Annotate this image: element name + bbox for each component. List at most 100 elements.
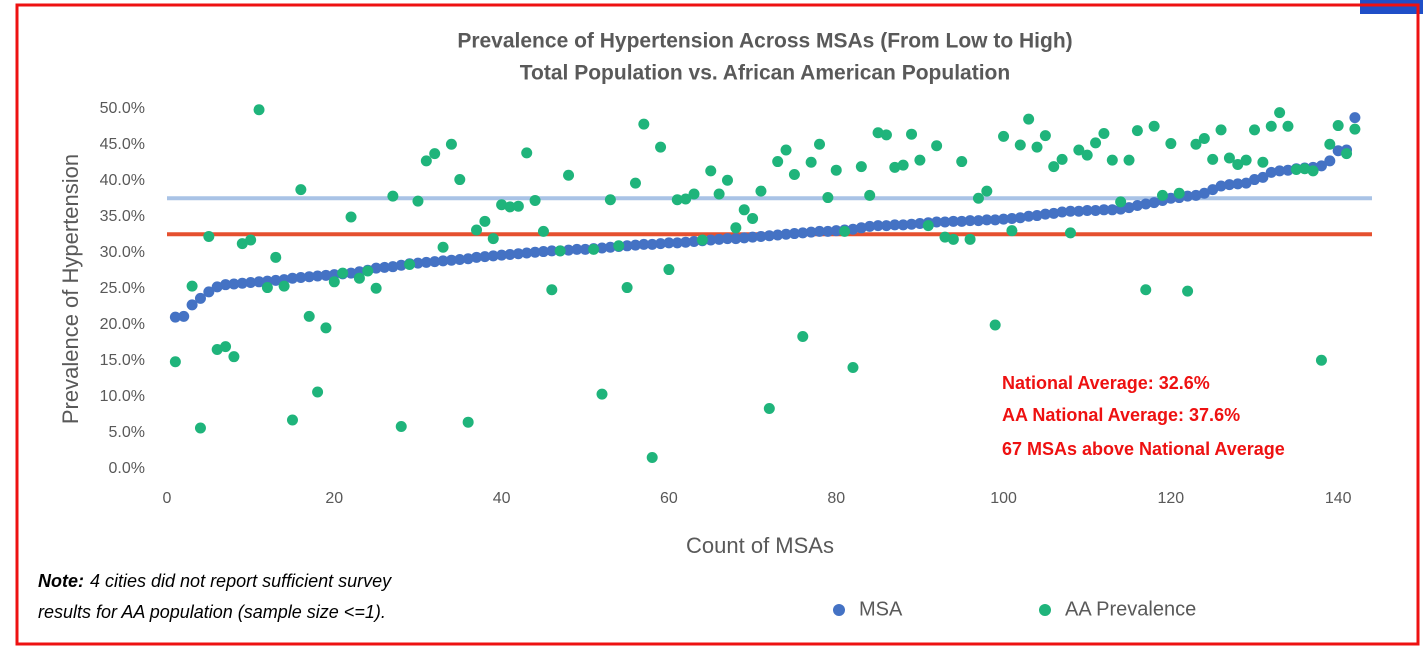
point: [1064, 205, 1076, 217]
point: [429, 148, 441, 160]
chart-title: Prevalence of Hypertension Across MSAs (…: [457, 30, 1072, 53]
point: [981, 185, 993, 197]
point: [245, 234, 257, 246]
point: [353, 272, 365, 284]
point: [964, 233, 976, 245]
point: [1215, 180, 1227, 192]
point: [788, 169, 800, 181]
point: [253, 276, 265, 288]
point: [537, 246, 549, 258]
point: [1090, 205, 1102, 217]
point: [629, 177, 641, 189]
point: [437, 241, 449, 253]
point: [236, 277, 248, 289]
point: [1006, 225, 1018, 237]
point: [914, 154, 926, 166]
point: [479, 251, 491, 263]
point: [922, 220, 934, 232]
point: [420, 256, 432, 268]
y-tick-label: 50.0%: [100, 100, 145, 117]
point: [169, 311, 181, 323]
point: [889, 161, 901, 173]
point: [588, 243, 600, 255]
point: [1282, 164, 1294, 176]
point: [897, 159, 909, 171]
point: [663, 264, 675, 276]
point: [696, 234, 708, 246]
point: [998, 213, 1010, 225]
x-tick-label: 140: [1325, 490, 1352, 507]
point: [772, 229, 784, 241]
point: [521, 247, 533, 259]
point: [1315, 160, 1327, 172]
point: [404, 259, 416, 271]
point: [671, 194, 683, 206]
point: [537, 225, 549, 237]
point: [772, 156, 784, 168]
point: [1332, 120, 1344, 132]
point: [998, 130, 1010, 142]
point: [931, 216, 943, 228]
point: [604, 241, 616, 253]
point: [529, 246, 541, 258]
point: [688, 188, 700, 200]
point: [847, 361, 859, 373]
point: [1048, 161, 1060, 173]
point: [638, 238, 650, 250]
point: [345, 211, 357, 223]
point: [864, 220, 876, 232]
point: [471, 251, 483, 263]
point: [864, 189, 876, 201]
point: [1257, 156, 1269, 168]
point: [261, 282, 273, 294]
point: [1131, 125, 1143, 137]
point: [1315, 354, 1327, 366]
point: [412, 195, 424, 207]
point: [847, 223, 859, 235]
point: [211, 281, 223, 293]
point: [705, 165, 717, 177]
point: [1014, 212, 1026, 224]
point: [747, 231, 759, 243]
point: [245, 277, 257, 289]
point: [839, 225, 851, 237]
point: [571, 243, 583, 255]
point: [1039, 208, 1051, 220]
point: [655, 238, 667, 250]
point: [454, 174, 466, 186]
point: [947, 215, 959, 227]
point: [1023, 113, 1035, 125]
y-tick-label: 20.0%: [100, 316, 145, 333]
point: [730, 222, 742, 234]
point: [621, 240, 633, 252]
point: [830, 164, 842, 176]
point: [178, 310, 190, 322]
point: [797, 227, 809, 239]
point: [563, 169, 575, 181]
point: [1215, 124, 1227, 136]
point: [1349, 112, 1361, 124]
point: [688, 235, 700, 247]
point: [880, 129, 892, 141]
point: [286, 272, 298, 284]
point: [496, 199, 508, 211]
point: [496, 249, 508, 261]
point: [822, 192, 834, 204]
point: [1173, 187, 1185, 199]
note: Note: 4 cities did not report sufficient …: [38, 571, 392, 591]
point: [1265, 166, 1277, 178]
point: [387, 261, 399, 273]
point: [1274, 107, 1286, 119]
point: [872, 220, 884, 232]
point: [939, 231, 951, 243]
point: [747, 212, 759, 224]
point: [504, 248, 516, 260]
point: [1198, 187, 1210, 199]
point: [730, 233, 742, 245]
point: [788, 228, 800, 240]
point: [169, 356, 181, 368]
point: [989, 319, 1001, 331]
x-tick-label: 0: [163, 490, 172, 507]
